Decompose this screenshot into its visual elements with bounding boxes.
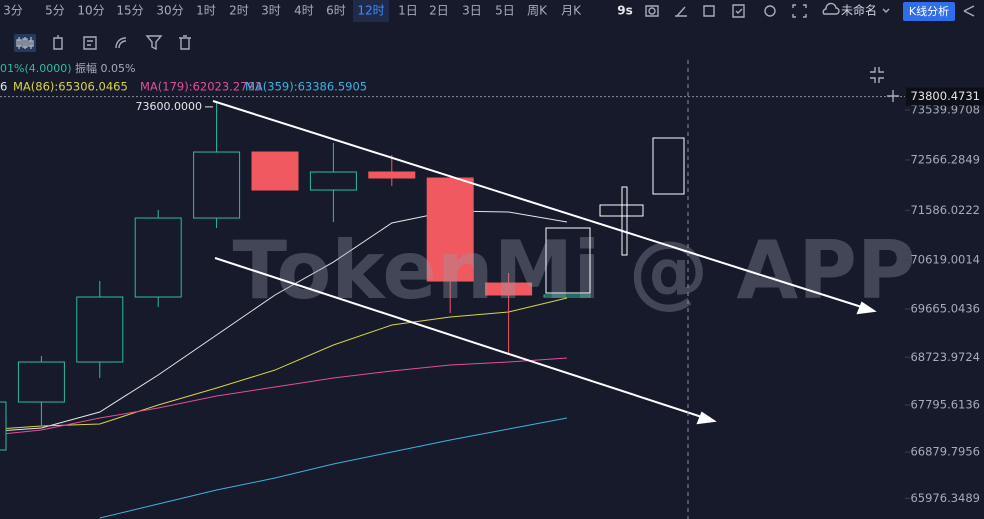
box bbox=[545, 227, 591, 294]
y-tick-label: 68723.9724 bbox=[910, 350, 980, 364]
y-tick-label: 66879.7956 bbox=[910, 444, 980, 458]
interval[interactable]: 1时 bbox=[196, 4, 216, 18]
legend-entry: 6 bbox=[0, 80, 7, 94]
drawings bbox=[212, 100, 877, 425]
settings[interactable] bbox=[764, 5, 776, 17]
amplitude: 振幅 0.05% bbox=[75, 61, 135, 75]
tool[interactable] bbox=[53, 35, 63, 50]
interval[interactable]: 12时 bbox=[357, 4, 384, 18]
y-tick-label: 72566.2849 bbox=[910, 152, 980, 166]
candle-tool[interactable] bbox=[16, 37, 34, 49]
analysis-button-bg[interactable] bbox=[903, 2, 955, 21]
y-tick-label: 70619.0014 bbox=[910, 252, 980, 266]
candle-body bbox=[309, 171, 357, 191]
interval-bar: 3分 5分 10分 15分 30分 1时 2时 3时 4时 6时 12时 1日 2日 3日 5日 周K 月K bbox=[3, 0, 582, 22]
candle-body bbox=[485, 282, 533, 296]
high-annotation: 73600.0000 bbox=[136, 100, 202, 113]
ma-line bbox=[0, 357, 568, 435]
candle-body bbox=[426, 177, 474, 282]
interval[interactable]: 15分 bbox=[116, 4, 143, 18]
layout-name[interactable]: 未命名 bbox=[841, 3, 877, 18]
interval[interactable]: 1日 bbox=[398, 4, 418, 18]
share[interactable] bbox=[963, 5, 975, 17]
fullscreen[interactable] bbox=[792, 4, 807, 18]
tool[interactable] bbox=[732, 4, 745, 18]
interval[interactable]: 2日 bbox=[429, 4, 449, 18]
watermark: TokenMi @ APP bbox=[232, 224, 915, 317]
interval[interactable]: 周K bbox=[527, 4, 548, 18]
ma-line bbox=[0, 297, 568, 430]
tool[interactable] bbox=[179, 35, 191, 50]
candle-body bbox=[76, 296, 124, 363]
candle-body bbox=[134, 217, 182, 298]
legend-entry: MA(86):65306.0465 bbox=[13, 80, 128, 94]
tool[interactable] bbox=[703, 5, 715, 17]
candle-body bbox=[17, 361, 65, 403]
box bbox=[621, 186, 628, 256]
change: 01%(4.0000) bbox=[0, 62, 72, 75]
analysis-button[interactable]: K线分析 bbox=[909, 4, 949, 18]
arrow-head bbox=[856, 301, 877, 315]
y-tick-label: 73539.9708 bbox=[910, 102, 980, 116]
candle-body bbox=[0, 401, 7, 451]
interval[interactable]: 3日 bbox=[462, 4, 482, 18]
legend-entry: MA(359):63386.5905 bbox=[245, 80, 367, 94]
draw[interactable] bbox=[675, 6, 687, 17]
interval[interactable]: 6时 bbox=[326, 4, 346, 18]
refresh-interval[interactable]: 9s bbox=[617, 4, 633, 18]
current-price-label: 73800.4731 bbox=[910, 89, 980, 103]
expand[interactable] bbox=[870, 67, 884, 83]
candle-body bbox=[193, 151, 241, 219]
interval[interactable]: 5日 bbox=[495, 4, 515, 18]
arrow-head bbox=[696, 411, 717, 425]
candle-body bbox=[368, 171, 416, 179]
dropdown[interactable] bbox=[882, 8, 890, 13]
y-tick-label: 69665.0436 bbox=[910, 301, 980, 315]
tool[interactable] bbox=[115, 37, 127, 49]
interval[interactable]: 月K bbox=[561, 4, 582, 18]
y-tick-label: 65976.3489 bbox=[910, 491, 980, 505]
tool[interactable] bbox=[145, 35, 163, 51]
y-tick-label: 67795.6136 bbox=[910, 397, 980, 411]
interval[interactable]: 4时 bbox=[294, 4, 314, 18]
ma-line bbox=[99, 417, 568, 519]
box bbox=[599, 204, 644, 217]
interval[interactable]: 3分 bbox=[3, 4, 23, 18]
tool[interactable] bbox=[83, 36, 97, 50]
add-price[interactable] bbox=[887, 90, 899, 102]
interval[interactable]: 3时 bbox=[261, 4, 281, 18]
screenshot[interactable] bbox=[645, 5, 659, 17]
candle-body bbox=[251, 151, 299, 191]
y-tick-label: 71586.0222 bbox=[910, 203, 980, 217]
legend: 6 MA(86):65306.0465 MA(179):62023.2793MA(3… bbox=[0, 80, 367, 94]
cloud[interactable] bbox=[822, 2, 840, 15]
trend-line bbox=[212, 100, 869, 310]
trend-line bbox=[214, 257, 709, 420]
interval[interactable]: 2时 bbox=[229, 4, 249, 18]
price-axis: 73539.9708 72566.2849 71586.0222 70619.0014… bbox=[905, 87, 984, 505]
interval-active-bg bbox=[353, 0, 389, 22]
interval[interactable]: 5分 bbox=[45, 4, 65, 18]
interval[interactable]: 30分 bbox=[156, 4, 183, 18]
legend-entry: MA(179):62023.2793 bbox=[140, 80, 262, 94]
current-price-box bbox=[906, 87, 984, 106]
toolbar bbox=[0, 0, 984, 24]
interval[interactable]: 10分 bbox=[77, 4, 104, 18]
tool-icons bbox=[14, 2, 975, 102]
candle-body bbox=[543, 294, 591, 298]
plot: 73600.0000 bbox=[0, 96, 905, 519]
box bbox=[652, 137, 685, 195]
